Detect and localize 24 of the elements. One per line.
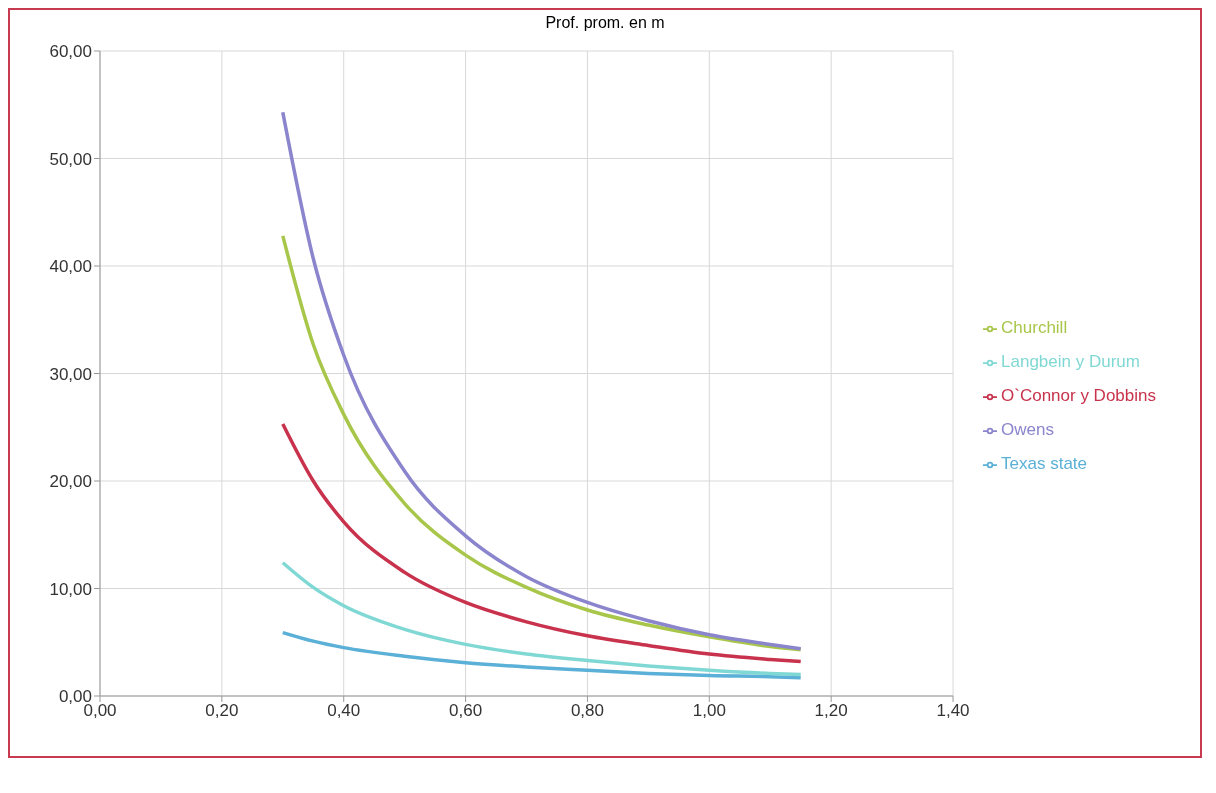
y-tick-label: 20,00 — [49, 472, 92, 492]
legend-label: Langbein y Durum — [1001, 352, 1140, 371]
x-tick-label: 1,40 — [936, 701, 970, 721]
y-tick-label: 50,00 — [49, 149, 92, 169]
line-series — [281, 110, 803, 651]
legend-label: O`Connor y Dobbins — [1001, 386, 1156, 405]
x-tick-label: 0,20 — [205, 701, 239, 721]
y-tick-label: 10,00 — [49, 579, 92, 599]
y-tick-label: 40,00 — [49, 257, 92, 277]
line-series — [281, 630, 803, 680]
legend-label: Churchill — [1001, 318, 1068, 337]
line-series — [281, 422, 803, 664]
line-series — [281, 560, 803, 677]
x-tick-label: 0,60 — [449, 701, 483, 721]
legend-label: Texas state — [1001, 454, 1088, 473]
y-tick-label: 30,00 — [49, 364, 92, 384]
x-tick-label: 1,20 — [814, 701, 848, 721]
y-tick-label: 60,00 — [49, 42, 92, 62]
x-tick-label: 0,40 — [327, 701, 361, 721]
x-tick-label: 0,80 — [570, 701, 604, 721]
chart-title: Prof. prom. en m — [544, 13, 666, 33]
legend-label: Owens — [1001, 420, 1054, 439]
x-tick-label: 1,00 — [692, 701, 726, 721]
line-series — [281, 234, 803, 652]
